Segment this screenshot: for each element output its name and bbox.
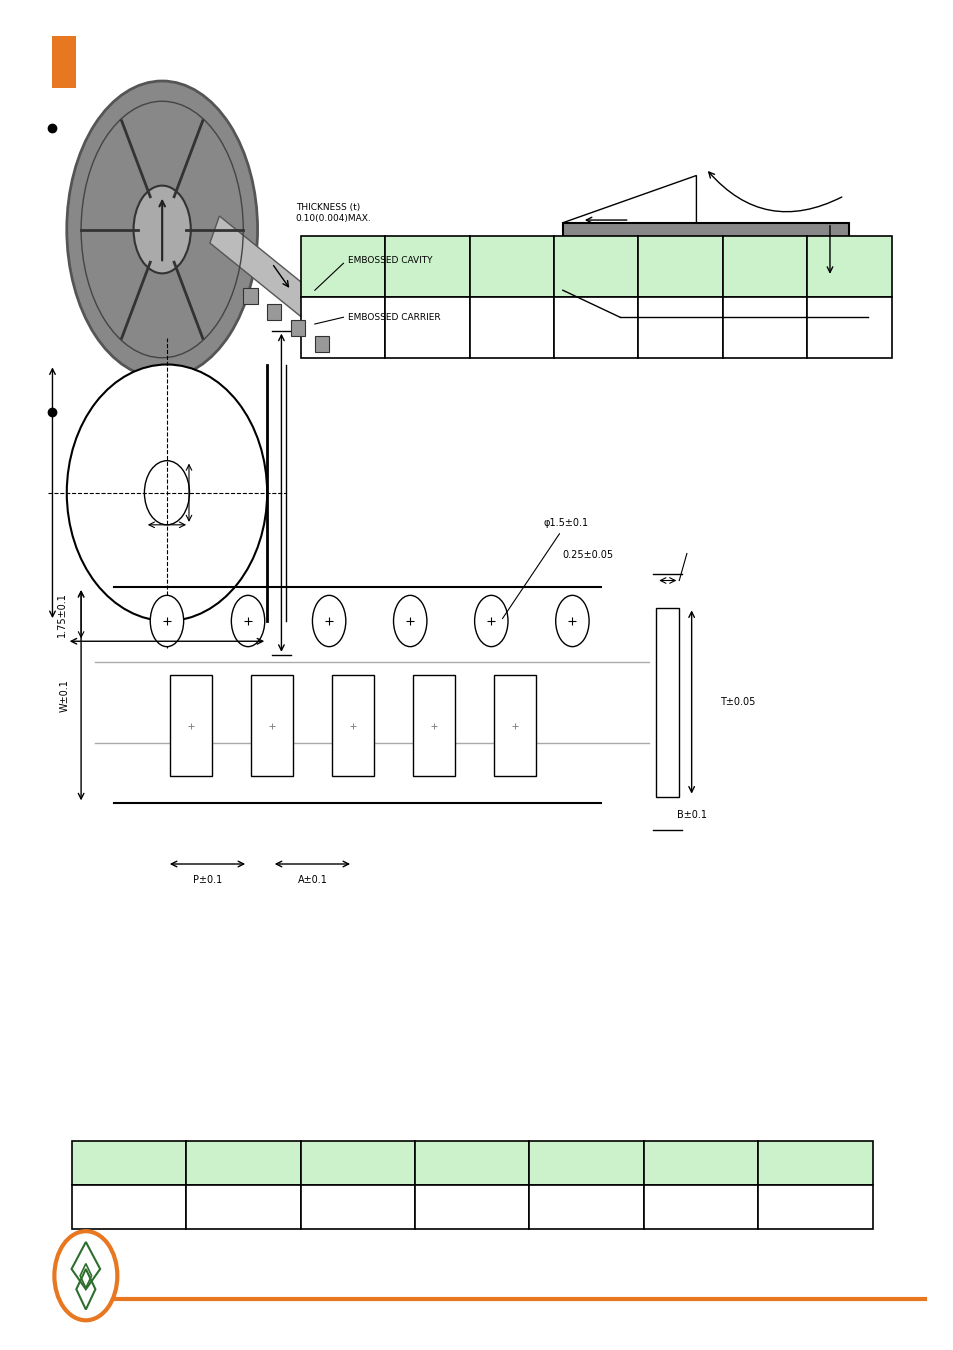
- Bar: [314, 336, 329, 352]
- Bar: [758, 1185, 872, 1228]
- Bar: [300, 236, 385, 297]
- Text: φ1.5±0.1: φ1.5±0.1: [502, 518, 588, 618]
- Bar: [638, 236, 722, 297]
- Text: 1.75±0.1: 1.75±0.1: [57, 591, 67, 637]
- Bar: [469, 297, 554, 358]
- Bar: [71, 1141, 186, 1185]
- Ellipse shape: [232, 595, 265, 647]
- Ellipse shape: [393, 595, 427, 647]
- Bar: [332, 675, 374, 776]
- Bar: [170, 675, 212, 776]
- Bar: [722, 297, 806, 358]
- Bar: [385, 236, 469, 297]
- Bar: [806, 236, 891, 297]
- Bar: [562, 223, 848, 277]
- Bar: [643, 1141, 758, 1185]
- Bar: [186, 1185, 300, 1228]
- Bar: [554, 297, 638, 358]
- Bar: [656, 608, 679, 796]
- Ellipse shape: [475, 595, 507, 647]
- Bar: [806, 297, 891, 358]
- Bar: [722, 236, 806, 297]
- Text: W±0.1: W±0.1: [60, 679, 70, 711]
- Polygon shape: [210, 216, 353, 351]
- Bar: [300, 1141, 415, 1185]
- Bar: [186, 1141, 300, 1185]
- Ellipse shape: [144, 460, 190, 525]
- Bar: [52, 36, 76, 88]
- Bar: [413, 675, 455, 776]
- Ellipse shape: [133, 186, 191, 273]
- Text: EMBOSSED CAVITY: EMBOSSED CAVITY: [348, 256, 433, 265]
- Bar: [638, 297, 722, 358]
- Bar: [291, 320, 305, 336]
- Bar: [251, 675, 293, 776]
- Bar: [758, 1141, 872, 1185]
- Text: B±0.1: B±0.1: [677, 810, 706, 819]
- Bar: [385, 297, 469, 358]
- Bar: [494, 675, 536, 776]
- Bar: [415, 1141, 529, 1185]
- Bar: [529, 1185, 643, 1228]
- Text: P±0.1: P±0.1: [193, 875, 222, 886]
- Bar: [469, 236, 554, 297]
- Bar: [267, 304, 281, 320]
- Text: A±0.1: A±0.1: [297, 875, 327, 886]
- Bar: [300, 1185, 415, 1228]
- Bar: [71, 1185, 186, 1228]
- Bar: [243, 288, 257, 304]
- Circle shape: [54, 1231, 117, 1320]
- Text: 0.25±0.05: 0.25±0.05: [562, 551, 614, 560]
- Text: T±0.05: T±0.05: [720, 697, 755, 707]
- Bar: [300, 297, 385, 358]
- Ellipse shape: [312, 595, 345, 647]
- Text: EMBOSSED CARRIER: EMBOSSED CARRIER: [348, 313, 440, 321]
- Bar: [529, 1141, 643, 1185]
- Ellipse shape: [67, 81, 257, 378]
- Ellipse shape: [555, 595, 589, 647]
- Bar: [415, 1185, 529, 1228]
- Ellipse shape: [150, 595, 183, 647]
- Bar: [554, 236, 638, 297]
- Bar: [643, 1185, 758, 1228]
- Ellipse shape: [67, 364, 267, 621]
- Text: THICKNESS (t)
0.10(0.004)MAX.: THICKNESS (t) 0.10(0.004)MAX.: [295, 204, 371, 223]
